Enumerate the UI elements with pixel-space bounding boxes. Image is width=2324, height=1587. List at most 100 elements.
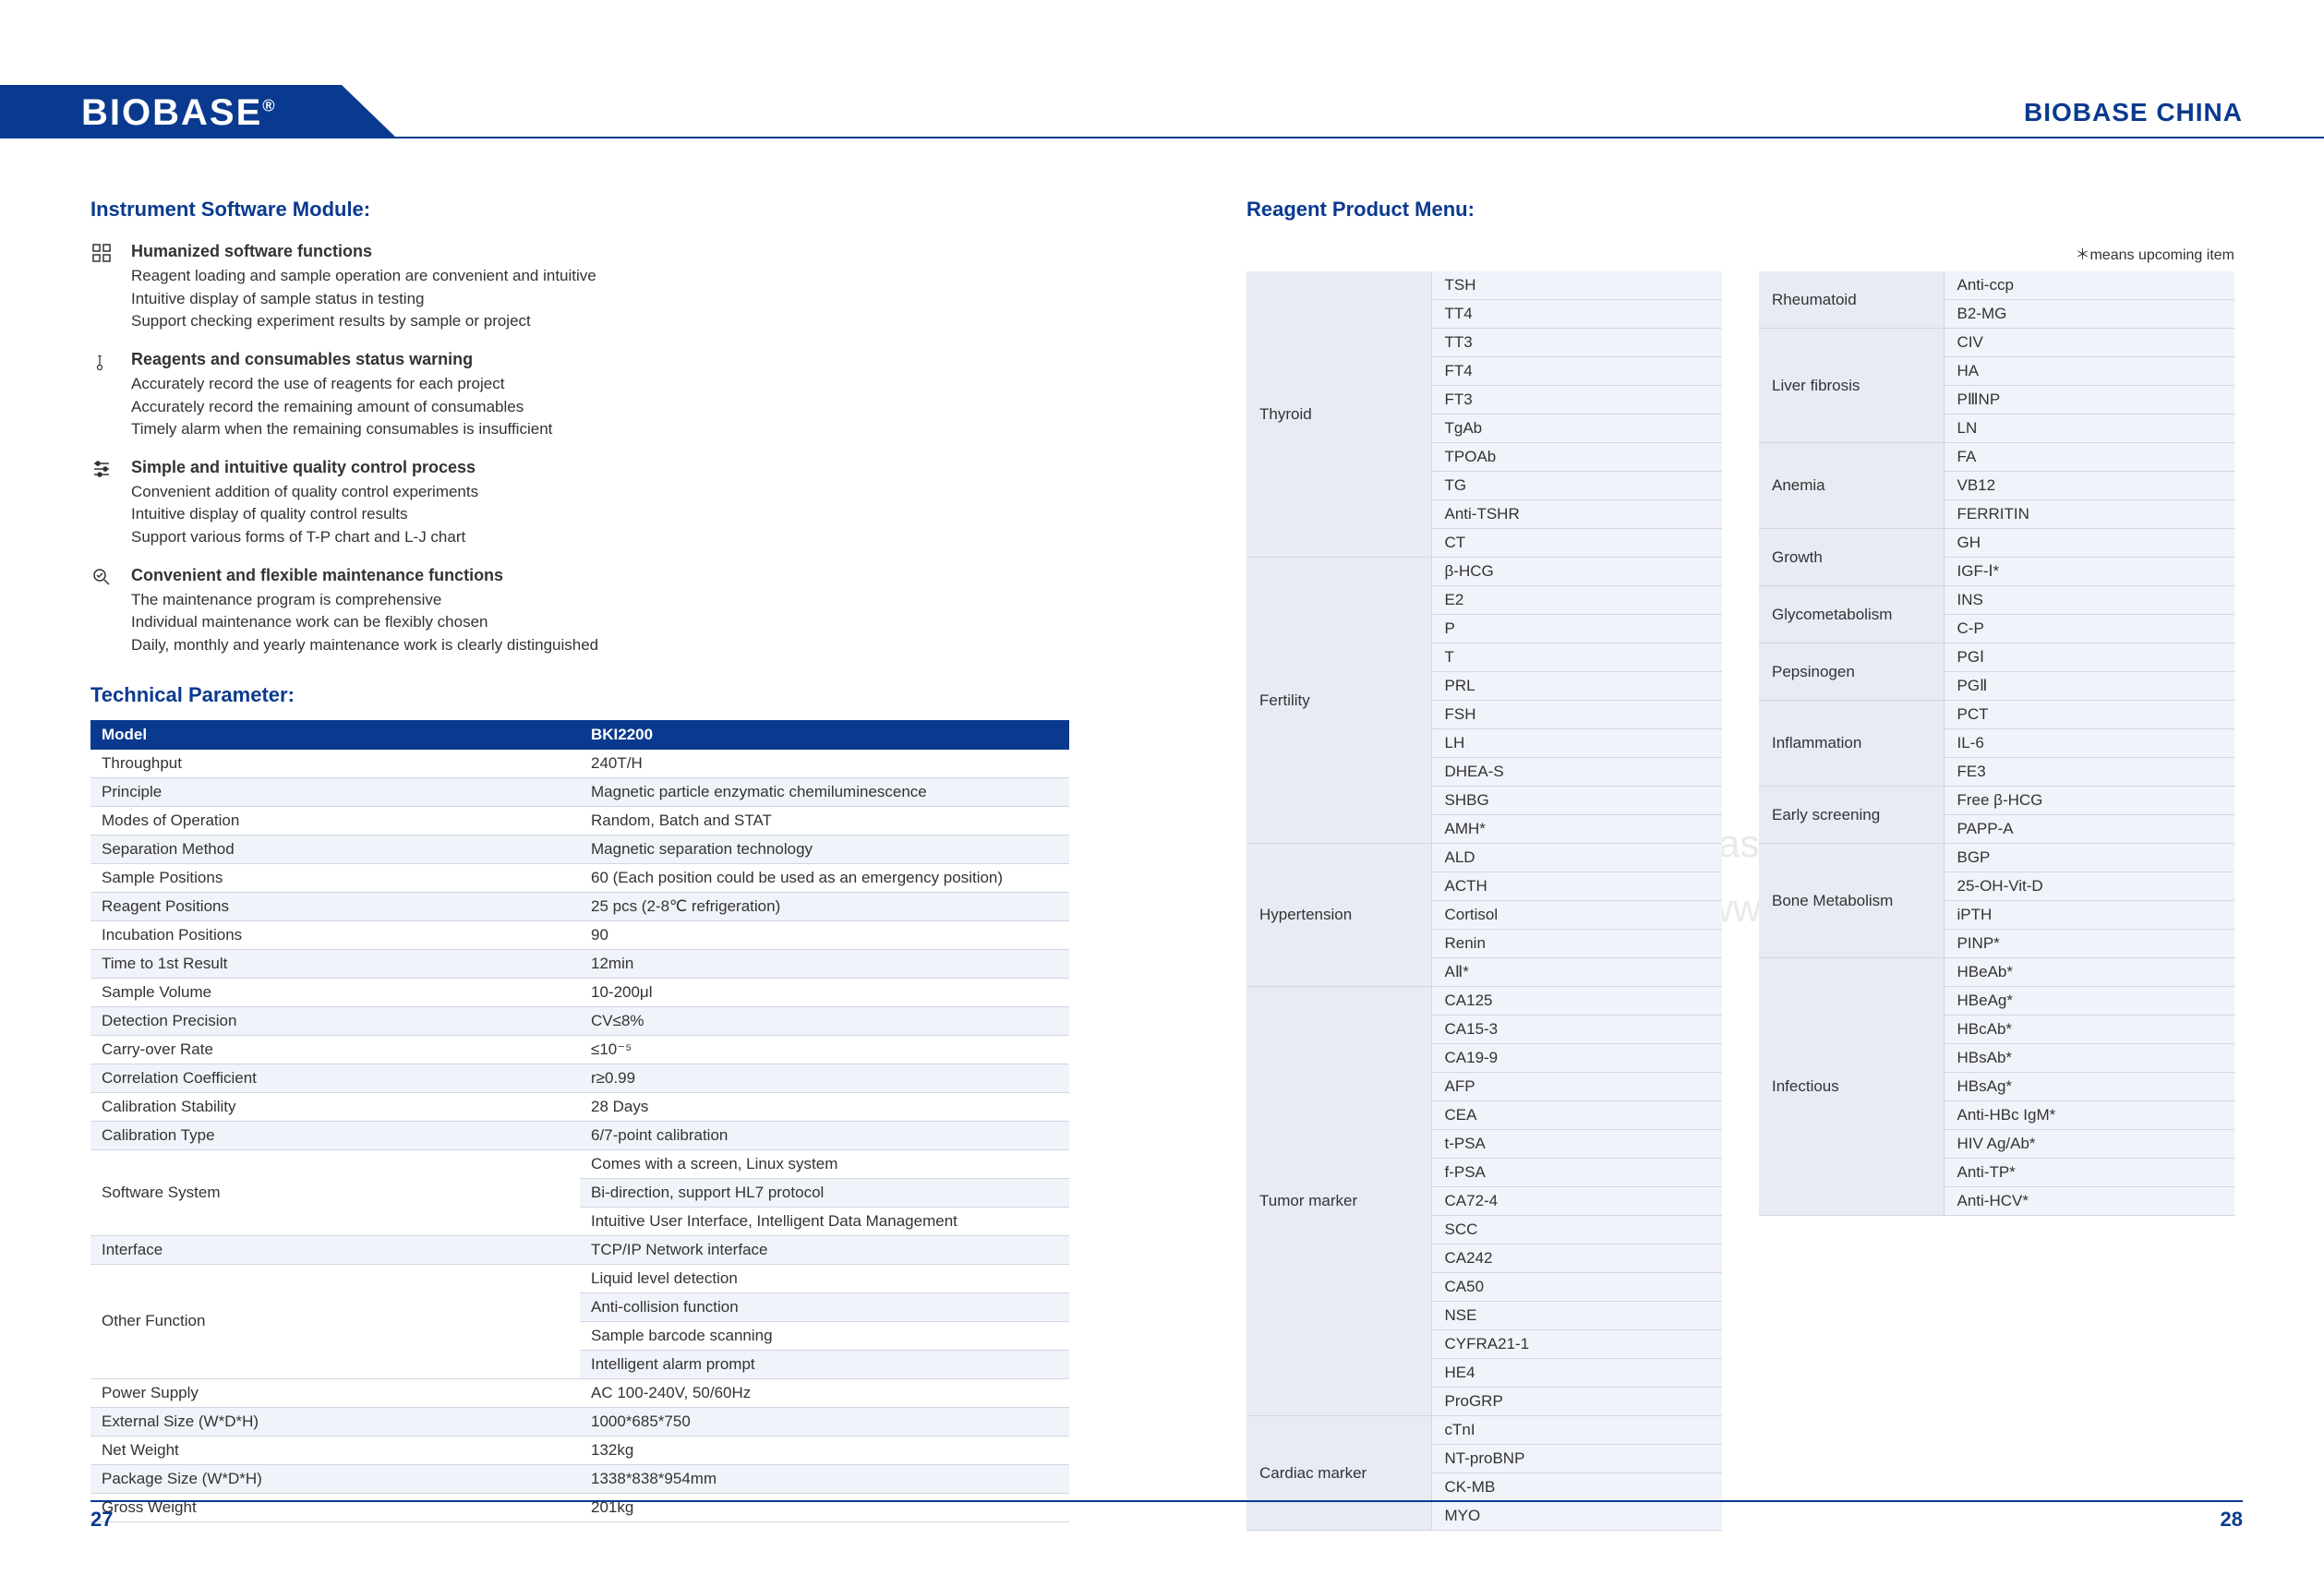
menu-item-cell: FT4 bbox=[1431, 357, 1722, 386]
param-label-cell: Package Size (W*D*H) bbox=[90, 1464, 580, 1493]
param-row: PrincipleMagnetic particle enzymatic che… bbox=[90, 777, 1069, 806]
menu-item-cell: IL-6 bbox=[1944, 729, 2234, 758]
param-row: Reagent Positions25 pcs (2-8℃ refrigerat… bbox=[90, 892, 1069, 920]
menu-item-cell: Anti-HBc IgM* bbox=[1944, 1101, 2234, 1130]
feature-heading: Simple and intuitive quality control pro… bbox=[131, 458, 1069, 477]
menu-category-cell: Rheumatoid bbox=[1759, 271, 1944, 329]
menu-item-cell: TG bbox=[1431, 472, 1722, 500]
param-label-cell: Power Supply bbox=[90, 1378, 580, 1407]
param-label-cell: Correlation Coefficient bbox=[90, 1064, 580, 1092]
param-row: Modes of OperationRandom, Batch and STAT bbox=[90, 806, 1069, 835]
menu-category-cell: Fertility bbox=[1246, 558, 1431, 844]
param-label-cell: Sample Volume bbox=[90, 978, 580, 1006]
menu-item-cell: FERRITIN bbox=[1944, 500, 2234, 529]
feature-line: Support checking experiment results by s… bbox=[131, 310, 1069, 333]
menu-item-cell: ACTH bbox=[1431, 872, 1722, 901]
menu-item-cell: Free β-HCG bbox=[1944, 787, 2234, 815]
menu-item-cell: HE4 bbox=[1431, 1359, 1722, 1388]
param-label-cell: Other Function bbox=[90, 1264, 580, 1378]
menu-item-cell: HA bbox=[1944, 357, 2234, 386]
menu-item-cell: FT3 bbox=[1431, 386, 1722, 415]
menu-item-cell: HBeAb* bbox=[1944, 958, 2234, 987]
page-number-right: 28 bbox=[2221, 1508, 2243, 1532]
menu-item-cell: CYFRA21-1 bbox=[1431, 1330, 1722, 1359]
menu-item-cell: NT-proBNP bbox=[1431, 1445, 1722, 1473]
feature-line: Support various forms of T-P chart and L… bbox=[131, 526, 1069, 549]
feature-line: The maintenance program is comprehensive bbox=[131, 589, 1069, 612]
menu-item-cell: DHEA-S bbox=[1431, 758, 1722, 787]
param-label-cell: Principle bbox=[90, 777, 580, 806]
menu-item-cell: MYO bbox=[1431, 1502, 1722, 1531]
reagent-menu-title: Reagent Product Menu: bbox=[1246, 198, 2234, 222]
param-value-cell: Intuitive User Interface, Intelligent Da… bbox=[580, 1207, 1069, 1235]
param-value-cell: Intelligent alarm prompt bbox=[580, 1350, 1069, 1378]
menu-category-cell: Tumor marker bbox=[1246, 987, 1431, 1416]
param-value-cell: 90 bbox=[580, 920, 1069, 949]
param-label-cell: Detection Precision bbox=[90, 1006, 580, 1035]
feature-heading: Humanized software functions bbox=[131, 242, 1069, 261]
menu-category-cell: Growth bbox=[1759, 529, 1944, 586]
menu-category-cell: Liver fibrosis bbox=[1759, 329, 1944, 443]
menu-row: ThyroidTSH bbox=[1246, 271, 1722, 300]
features-list: Humanized software functionsReagent load… bbox=[90, 242, 1069, 657]
menu-item-cell: TPOAb bbox=[1431, 443, 1722, 472]
menu-item-cell: SCC bbox=[1431, 1216, 1722, 1244]
param-value-cell: 6/7-point calibration bbox=[580, 1121, 1069, 1149]
param-label-cell: Net Weight bbox=[90, 1436, 580, 1464]
param-label-cell: Incubation Positions bbox=[90, 920, 580, 949]
menu-item-cell: BGP bbox=[1944, 844, 2234, 872]
menu-item-cell: CK-MB bbox=[1431, 1473, 1722, 1502]
menu-item-cell: iPTH bbox=[1944, 901, 2234, 930]
param-value-cell: TCP/IP Network interface bbox=[580, 1235, 1069, 1264]
menu-table-1: ThyroidTSHTT4TT3FT4FT3TgAbTPOAbTGAnti-TS… bbox=[1246, 271, 1722, 1531]
menu-item-cell: CA15-3 bbox=[1431, 1016, 1722, 1044]
param-header-cell: BKI2200 bbox=[580, 720, 1069, 750]
param-value-cell: 1338*838*954mm bbox=[580, 1464, 1069, 1493]
param-value-cell: 201kg bbox=[580, 1493, 1069, 1521]
menu-item-cell: TT3 bbox=[1431, 329, 1722, 357]
param-value-cell: Random, Batch and STAT bbox=[580, 806, 1069, 835]
menu-row: HypertensionALD bbox=[1246, 844, 1722, 872]
menu-row: AnemiaFA bbox=[1759, 443, 2234, 472]
menu-item-cell: INS bbox=[1944, 586, 2234, 615]
feature-heading: Reagents and consumables status warning bbox=[131, 350, 1069, 369]
param-row: Carry-over Rate≤10⁻⁵ bbox=[90, 1035, 1069, 1064]
menu-item-cell: PGⅠ bbox=[1944, 643, 2234, 672]
menu-item-cell: CA125 bbox=[1431, 987, 1722, 1016]
param-row: External Size (W*D*H)1000*685*750 bbox=[90, 1407, 1069, 1436]
feature-heading: Convenient and flexible maintenance func… bbox=[131, 566, 1069, 585]
header-right-text: BIOBASE CHINA bbox=[2024, 98, 2243, 127]
menu-item-cell: t-PSA bbox=[1431, 1130, 1722, 1159]
menu-grid: ThyroidTSHTT4TT3FT4FT3TgAbTPOAbTGAnti-TS… bbox=[1246, 271, 2234, 1531]
menu-row: InflammationPCT bbox=[1759, 701, 2234, 729]
menu-row: Fertilityβ-HCG bbox=[1246, 558, 1722, 586]
menu-item-cell: HBsAb* bbox=[1944, 1044, 2234, 1073]
menu-category-cell: Infectious bbox=[1759, 958, 1944, 1216]
technical-parameter-title: Technical Parameter: bbox=[90, 683, 1069, 707]
param-row: InterfaceTCP/IP Network interface bbox=[90, 1235, 1069, 1264]
sliders-icon bbox=[90, 458, 116, 484]
menu-row: Liver fibrosisCIV bbox=[1759, 329, 2234, 357]
thermometer-icon bbox=[90, 350, 116, 376]
param-value-cell: Comes with a screen, Linux system bbox=[580, 1149, 1069, 1178]
menu-item-cell: Anti-TP* bbox=[1944, 1159, 2234, 1187]
param-row: Time to 1st Result12min bbox=[90, 949, 1069, 978]
feature-line: Intuitive display of quality control res… bbox=[131, 503, 1069, 526]
param-value-cell: Liquid level detection bbox=[580, 1264, 1069, 1292]
menu-item-cell: TT4 bbox=[1431, 300, 1722, 329]
param-label-cell: Software System bbox=[90, 1149, 580, 1235]
menu-item-cell: C-P bbox=[1944, 615, 2234, 643]
menu-item-cell: SHBG bbox=[1431, 787, 1722, 815]
param-value-cell: 1000*685*750 bbox=[580, 1407, 1069, 1436]
logo: BIOBASE® bbox=[81, 92, 277, 134]
footer-line bbox=[90, 1500, 2243, 1502]
menu-item-cell: CA72-4 bbox=[1431, 1187, 1722, 1216]
param-row: Net Weight132kg bbox=[90, 1436, 1069, 1464]
menu-item-cell: CEA bbox=[1431, 1101, 1722, 1130]
menu-row: Cardiac markercTnI bbox=[1246, 1416, 1722, 1445]
menu-item-cell: LN bbox=[1944, 415, 2234, 443]
feature-line: Daily, monthly and yearly maintenance wo… bbox=[131, 634, 1069, 657]
menu-item-cell: AⅡ* bbox=[1431, 958, 1722, 987]
param-value-cell: 132kg bbox=[580, 1436, 1069, 1464]
menu-row: Tumor markerCA125 bbox=[1246, 987, 1722, 1016]
